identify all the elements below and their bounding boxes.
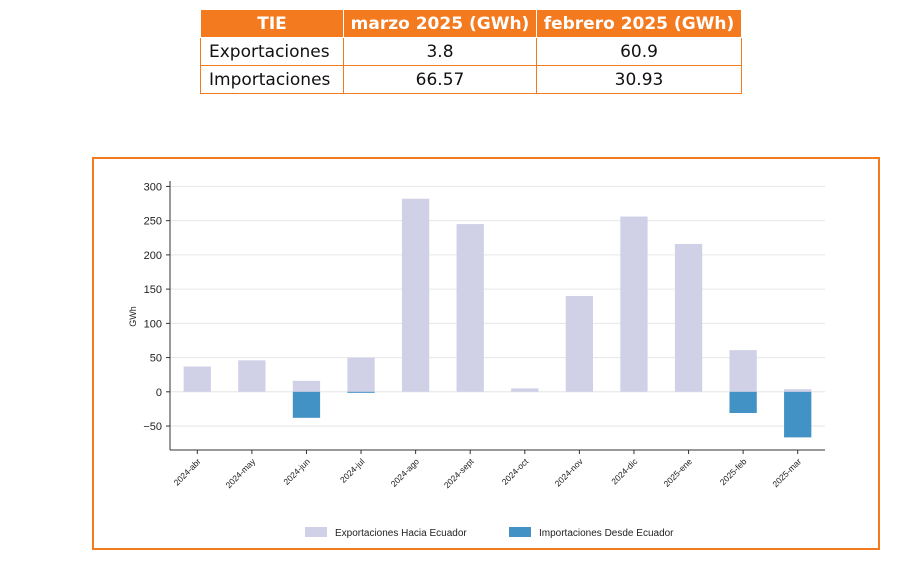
y-tick-label: 0 <box>156 387 162 399</box>
x-tick-label: 2024-jul <box>338 456 367 485</box>
export-bar <box>456 224 484 392</box>
export-bar <box>784 389 812 392</box>
y-tick-label: 100 <box>144 318 162 330</box>
y-tick-label: 150 <box>144 284 162 296</box>
export-bar <box>347 357 375 392</box>
import-bar <box>729 391 757 413</box>
y-axis-label: GWh <box>128 306 138 327</box>
y-tick-label: 200 <box>144 250 162 262</box>
table-row: Importaciones 66.57 30.93 <box>200 65 742 94</box>
x-tick-label: 2025-mar <box>770 456 803 489</box>
table-header-row: TIE marzo 2025 (GWh) febrero 2025 (GWh) <box>200 9 742 38</box>
table-row-label: Importaciones <box>200 65 344 94</box>
table-cell: 3.8 <box>343 37 537 66</box>
export-bar <box>292 380 321 392</box>
x-tick-label: 2025-ene <box>661 456 694 489</box>
legend-swatch <box>509 527 531 537</box>
legend-entry: Exportaciones Hacia Ecuador <box>335 528 467 539</box>
import-bar <box>347 391 375 393</box>
table-header-cell: TIE <box>200 9 344 38</box>
export-bar <box>565 295 594 392</box>
table-cell: 60.9 <box>536 37 742 66</box>
import-bar <box>784 391 812 438</box>
table-cell: 66.57 <box>343 65 537 94</box>
y-tick-label: 50 <box>150 353 162 365</box>
x-tick-label: 2025-feb <box>718 456 749 487</box>
x-tick-label: 2024-dic <box>609 456 640 487</box>
legend-entry: Importaciones Desde Ecuador <box>539 528 674 539</box>
table-cell: 30.93 <box>536 65 742 94</box>
export-bar <box>401 198 430 392</box>
x-tick-label: 2024-nov <box>553 456 586 489</box>
export-bar <box>511 388 539 392</box>
x-tick-label: 2024-jun <box>281 456 312 487</box>
x-tick-label: 2024-sept <box>442 456 476 490</box>
export-bar <box>238 360 266 392</box>
export-bar <box>674 243 703 392</box>
x-tick-label: 2024-ago <box>389 456 422 489</box>
table-row: Exportaciones 3.8 60.9 <box>200 37 742 66</box>
export-bar <box>620 216 648 392</box>
y-tick-label: −50 <box>143 421 162 433</box>
tie-summary-table: TIE marzo 2025 (GWh) febrero 2025 (GWh) … <box>200 9 742 94</box>
x-tick-label: 2024-abr <box>172 456 203 487</box>
export-bar <box>729 350 757 392</box>
x-tick-label: 2024-may <box>223 456 257 490</box>
y-tick-label: 300 <box>144 181 162 193</box>
legend-swatch <box>305 527 327 537</box>
x-tick-label: 2024-oct <box>500 456 531 487</box>
import-bar <box>292 391 321 418</box>
y-tick-label: 250 <box>144 216 162 228</box>
export-bar <box>183 366 211 392</box>
chart-frame <box>92 157 880 550</box>
table-row-label: Exportaciones <box>200 37 344 66</box>
